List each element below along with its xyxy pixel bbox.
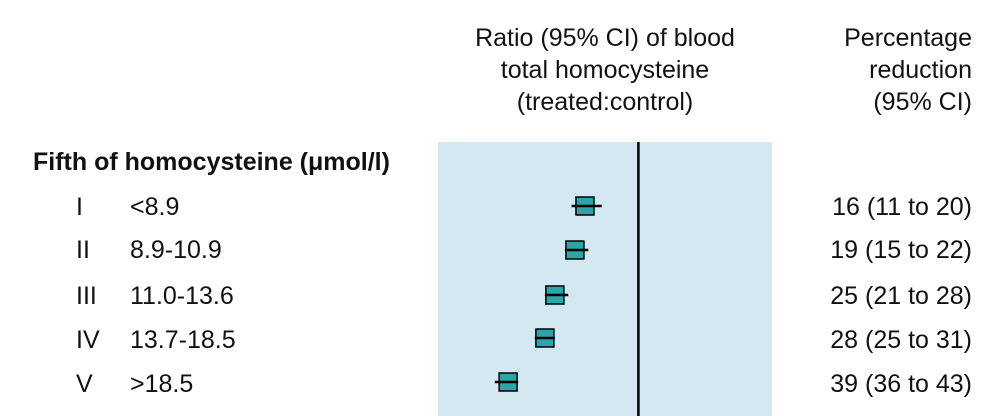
pct-header-line-1: Percentage <box>844 24 972 52</box>
row-range: 13.7-18.5 <box>130 326 236 354</box>
ratio-header-line-1: Ratio (95% CI) of blood <box>475 24 735 52</box>
row-range: 11.0-13.6 <box>130 282 234 310</box>
percentage-column-header: Percentage reduction (95% CI) <box>772 22 972 118</box>
ratio-header-line-2: total homocysteine <box>500 56 710 84</box>
pct-reduction-3: 25 (21 to 28) <box>830 282 972 310</box>
row-roman: III <box>76 282 97 310</box>
group-title: Fifth of homocysteine (μmol/l) <box>33 148 390 176</box>
row-roman: V <box>76 370 93 398</box>
row-range: <8.9 <box>130 193 180 221</box>
row-roman: I <box>76 193 83 221</box>
pct-reduction-4: 28 (25 to 31) <box>830 326 972 354</box>
ratio-column-header: Ratio (95% CI) of blood total homocystei… <box>440 22 770 118</box>
plot-panel <box>438 142 772 416</box>
row-roman: IV <box>76 326 100 354</box>
row-range: >18.5 <box>130 370 194 398</box>
ratio-header-line-3: (treated:control) <box>516 88 694 116</box>
pct-reduction-5: 39 (36 to 43) <box>830 370 972 398</box>
pct-header-line-3: (95% CI) <box>873 88 972 116</box>
forest-plot <box>438 142 772 416</box>
pct-reduction-2: 19 (15 to 22) <box>830 236 972 264</box>
pct-header-line-2: reduction <box>869 56 972 84</box>
pct-reduction-1: 16 (11 to 20) <box>832 193 972 221</box>
row-range: 8.9-10.9 <box>130 236 222 264</box>
row-roman: II <box>76 236 90 264</box>
